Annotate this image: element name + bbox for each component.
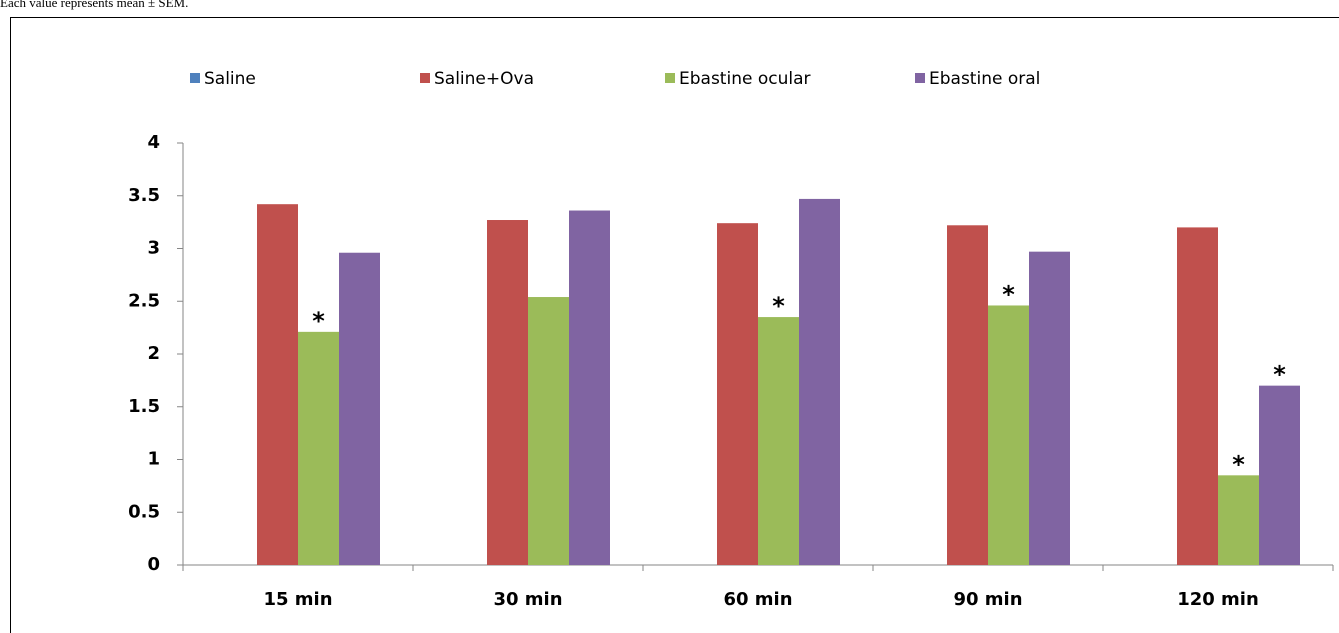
caption: Each value represents mean ± SEM. [0, 0, 188, 10]
bar [988, 305, 1029, 565]
y-tick-label: 3.5 [128, 185, 160, 206]
legend-swatch [420, 73, 430, 83]
significance-mark: * [1273, 361, 1286, 389]
bar [1029, 251, 1070, 566]
significance-mark: * [772, 292, 785, 320]
bar [1218, 475, 1259, 565]
y-tick-label: 1 [147, 449, 160, 470]
x-tick-label: 30 min [493, 589, 562, 610]
y-tick-label: 3 [147, 238, 160, 259]
bar [1177, 227, 1218, 565]
bar [298, 331, 339, 565]
y-tick-label: 4 [147, 132, 160, 153]
y-tick-label: 0.5 [128, 501, 160, 522]
significance-mark: * [312, 307, 325, 335]
bar [339, 252, 380, 565]
chart-border [10, 17, 1339, 633]
y-tick-label: 0 [147, 554, 160, 575]
bar [1259, 385, 1300, 565]
legend-label: Ebastine ocular [679, 69, 810, 89]
y-tick-label: 2 [147, 343, 160, 364]
legend-swatch [190, 73, 200, 83]
bar [758, 317, 799, 565]
bar [947, 225, 988, 566]
bar [569, 210, 610, 565]
x-tick-label: 15 min [263, 589, 332, 610]
bar [528, 297, 569, 565]
x-tick-label: 60 min [723, 589, 792, 610]
significance-mark: * [1002, 280, 1015, 308]
legend-label: Ebastine oral [929, 69, 1040, 89]
y-tick-label: 1.5 [128, 396, 160, 417]
legend-swatch [915, 73, 925, 83]
legend-swatch [665, 73, 675, 83]
legend-label: Saline [204, 69, 256, 89]
y-tick-label: 2.5 [128, 290, 160, 311]
bar [487, 220, 528, 565]
x-tick-label: 90 min [953, 589, 1022, 610]
significance-mark: * [1232, 450, 1245, 478]
legend-label: Saline+Ova [434, 69, 534, 89]
x-tick-label: 120 min [1177, 589, 1259, 610]
bar [799, 198, 840, 566]
bar [257, 204, 298, 565]
bar [717, 223, 758, 565]
